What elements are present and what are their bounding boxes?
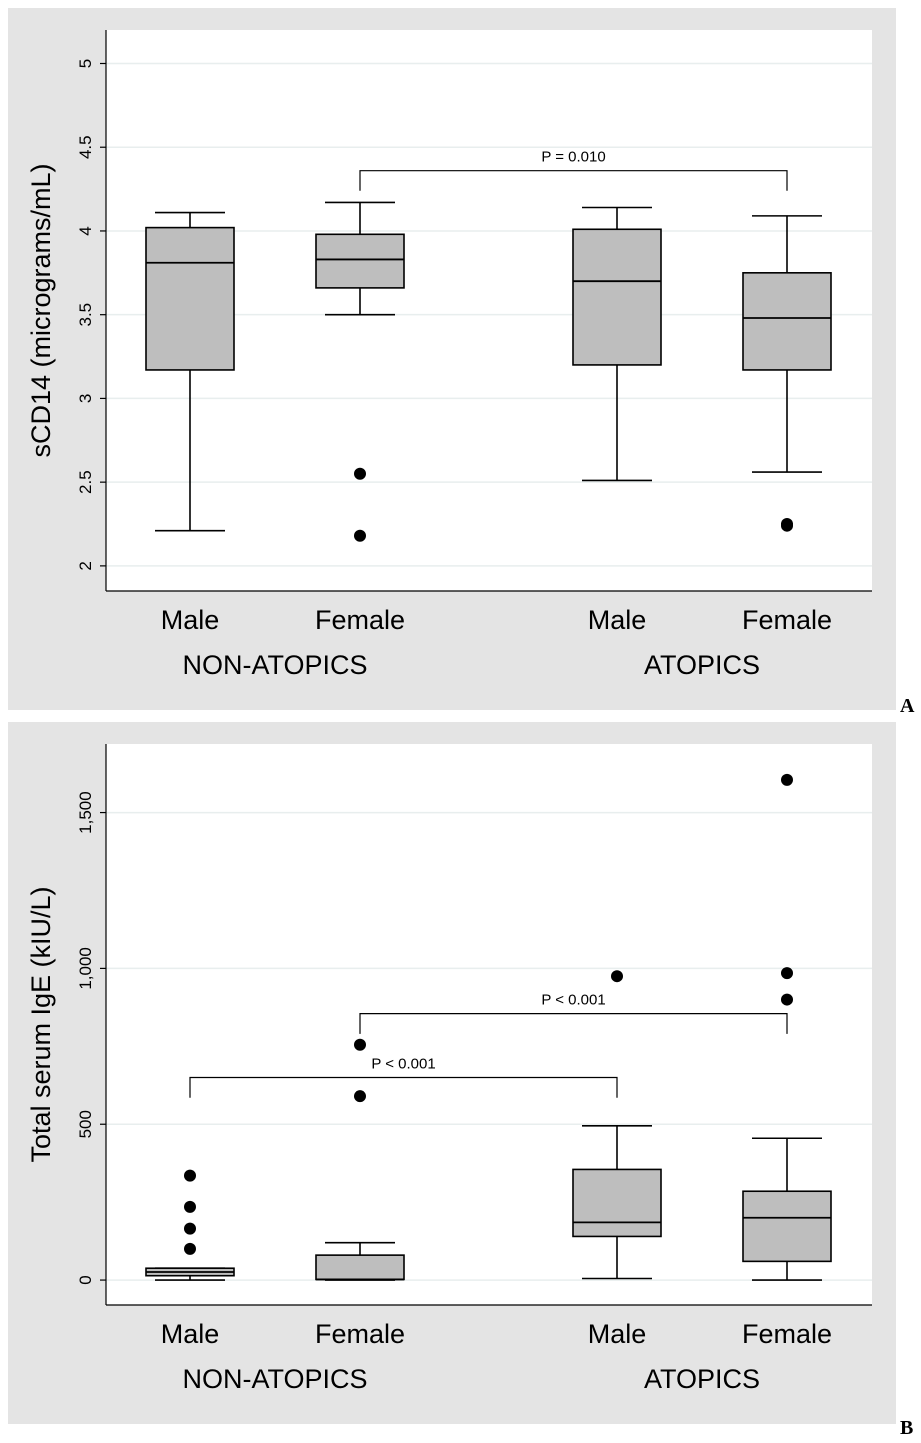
- chart-panel-b: 0 500 1,000 1,500 Total serum IgE (kIU/L) Mal…: [8, 722, 896, 1424]
- outlier-point: [781, 519, 793, 532]
- significance-bracket: [359, 1012, 788, 1034]
- x-category-label: Male: [588, 605, 647, 635]
- outlier-point: [611, 970, 623, 983]
- outlier-point: [354, 467, 366, 480]
- y-axis-title: sCD14 (micrograms/mL): [26, 163, 56, 457]
- outlier-point: [184, 1222, 196, 1235]
- box-3: [742, 215, 832, 532]
- x-group-label: NON-ATOPICS: [182, 1364, 367, 1394]
- y-tick-label: 4: [76, 226, 95, 235]
- outlier-point: [354, 1090, 366, 1103]
- box-1: [315, 201, 405, 542]
- iqr-box: [572, 228, 662, 366]
- y-tick-label: 500: [76, 1110, 95, 1138]
- chart-panel-a: 2 2.5 3 3.5 4 4.5 5 sCD14 (micrograms/mL) Male Fe…: [8, 8, 896, 710]
- y-tick-label: 4.5: [76, 135, 95, 159]
- panel-letter-a: A: [900, 695, 915, 717]
- box-0: [145, 211, 235, 532]
- significance-bracket: [189, 1076, 618, 1098]
- p-value-label: P < 0.001: [541, 992, 605, 1009]
- p-value-label: P = 0.010: [541, 149, 605, 166]
- bracket-line: [359, 170, 788, 191]
- x-category-label: Female: [315, 605, 405, 635]
- x-group-label: NON-ATOPICS: [182, 650, 367, 680]
- bracket-line: [189, 1076, 618, 1098]
- box-0: [145, 1169, 235, 1281]
- chart-a-svg: 2 2.5 3 3.5 4 4.5 5 sCD14 (micrograms/mL) Male Fe…: [26, 30, 872, 680]
- y-tick-label: 0: [76, 1275, 95, 1284]
- iqr-box: [572, 1168, 662, 1238]
- iqr-box: [315, 1254, 405, 1281]
- y-tick-label: 1,000: [76, 947, 95, 990]
- x-category-label: Male: [588, 1319, 647, 1349]
- x-category-label: Female: [315, 1319, 405, 1349]
- outlier-point: [781, 967, 793, 980]
- p-value-label: P < 0.001: [371, 1055, 435, 1072]
- significance-bracket: [359, 170, 788, 191]
- x-group-label: ATOPICS: [644, 650, 760, 680]
- box-1: [315, 1038, 405, 1281]
- chart-b-svg: 0 500 1,000 1,500 Total serum IgE (kIU/L) Mal…: [26, 744, 872, 1394]
- bracket-line: [359, 1012, 788, 1034]
- x-category-label: Female: [742, 605, 832, 635]
- outlier-point: [354, 1038, 366, 1051]
- y-tick-label: 2.5: [76, 470, 95, 494]
- iqr-box: [315, 233, 405, 289]
- iqr-box: [742, 272, 832, 371]
- y-axis-title: Total serum IgE (kIU/L): [26, 886, 56, 1162]
- y-tick-label: 3: [76, 394, 95, 403]
- x-category-label: Male: [161, 605, 220, 635]
- x-category-label: Female: [742, 1319, 832, 1349]
- box-2: [572, 970, 662, 1280]
- x-group-label: ATOPICS: [644, 1364, 760, 1394]
- box-2: [572, 206, 662, 482]
- y-tick-label: 5: [76, 59, 95, 68]
- outlier-point: [184, 1169, 196, 1182]
- box-3: [742, 773, 832, 1281]
- iqr-box: [742, 1190, 832, 1263]
- iqr-box: [145, 226, 235, 371]
- outlier-point: [781, 993, 793, 1006]
- y-tick-label: 1,500: [76, 791, 95, 834]
- panel-letter-b: B: [900, 1417, 914, 1439]
- y-tick-label: 2: [76, 561, 95, 570]
- outlier-point: [184, 1242, 196, 1255]
- outlier-point: [781, 773, 793, 786]
- outlier-point: [354, 529, 366, 542]
- outlier-point: [184, 1200, 196, 1213]
- x-category-label: Male: [161, 1319, 220, 1349]
- y-tick-label: 3.5: [76, 303, 95, 327]
